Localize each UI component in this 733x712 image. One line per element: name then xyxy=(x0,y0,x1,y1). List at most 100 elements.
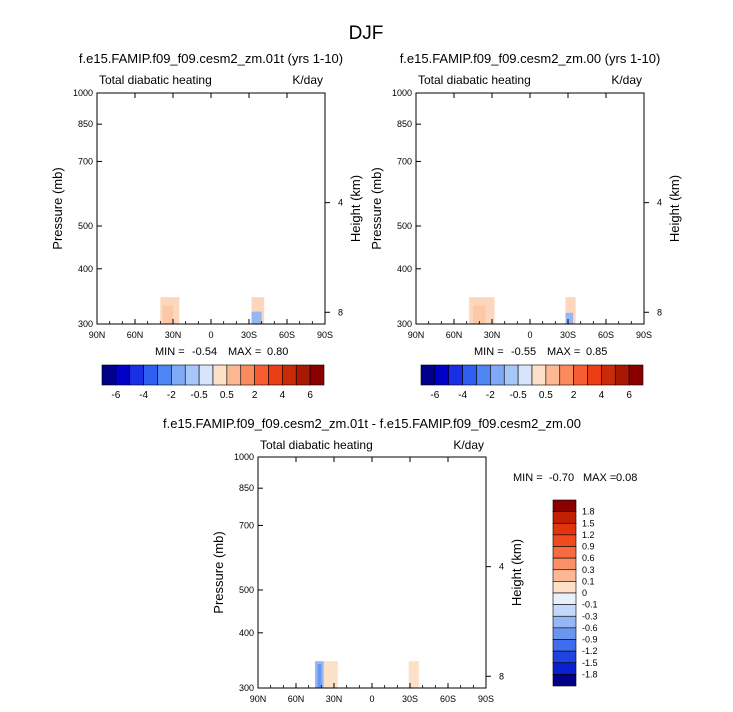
colorbar-box xyxy=(476,364,491,386)
panel-subtitle: Total diabatic heating xyxy=(418,73,531,87)
min-label: MIN = xyxy=(474,346,504,358)
panel-title: f.e15.FAMIP.f09_f09.cesm2_zm.00 (yrs 1-1… xyxy=(400,51,661,66)
y-axis-label-right: Height (km) xyxy=(667,175,682,242)
colorbar-box xyxy=(268,364,283,386)
height-tick-label: 4 xyxy=(499,562,504,572)
colorbar-box xyxy=(552,499,577,512)
max-label: MAX = xyxy=(583,472,616,484)
y-tick-label: 850 xyxy=(239,483,254,493)
colorbar-box xyxy=(552,662,577,675)
x-tick-label: 0 xyxy=(208,330,213,340)
height-tick-label: 8 xyxy=(657,307,662,317)
colorbar-box xyxy=(552,627,577,640)
colorbar-box xyxy=(545,364,561,386)
colorbar-box xyxy=(552,546,577,559)
heat-patch xyxy=(408,661,419,688)
colorbar-label: 0 xyxy=(582,588,587,598)
panel-2: f.e15.FAMIP.f09_f09.cesm2_zm.00 (yrs 1-1… xyxy=(369,51,682,401)
x-tick-label: 60N xyxy=(446,330,463,340)
x-tick-label: 30S xyxy=(241,330,257,340)
colorbar-box xyxy=(115,364,131,386)
colorbar-label: -0.1 xyxy=(582,600,598,610)
colorbar-box xyxy=(552,604,577,617)
colorbar-label: -4 xyxy=(458,390,467,401)
heat-patch xyxy=(473,305,486,324)
y-axis-label: Pressure (mb) xyxy=(369,167,384,249)
y-tick-label: 400 xyxy=(78,264,93,274)
colorbar-box xyxy=(198,364,214,386)
colorbar-box xyxy=(309,364,325,386)
min-label: MIN = xyxy=(513,472,543,484)
max-value: 0.85 xyxy=(586,346,607,358)
panel-subtitle: Total diabatic heating xyxy=(99,73,212,87)
colorbar-box xyxy=(462,364,477,386)
x-tick-label: 90S xyxy=(478,694,494,704)
colorbar-box xyxy=(614,364,630,386)
colorbar-label: 0.6 xyxy=(582,553,595,563)
colorbar-label: 0.5 xyxy=(539,390,553,401)
colorbar-box xyxy=(254,364,269,386)
y-tick-label: 500 xyxy=(239,585,254,595)
panel-3: f.e15.FAMIP.f09_f09.cesm2_zm.01t - f.e15… xyxy=(163,416,637,704)
x-tick-label: 60S xyxy=(279,330,295,340)
colorbar-label: -0.5 xyxy=(510,390,528,401)
colorbar-box xyxy=(552,674,577,687)
y-tick-label: 300 xyxy=(397,319,412,329)
panel-1: f.e15.FAMIP.f09_f09.cesm2_zm.01t (yrs 1-… xyxy=(50,51,363,401)
y-tick-label: 500 xyxy=(78,221,93,231)
colorbar-label: -1.8 xyxy=(582,669,598,679)
x-tick-label: 60S xyxy=(598,330,614,340)
y-axis-label: Pressure (mb) xyxy=(211,531,226,613)
colorbar-label: 6 xyxy=(626,390,632,401)
x-tick-label: 30N xyxy=(484,330,501,340)
y-tick-label: 500 xyxy=(397,221,412,231)
colorbar: -6 -4 -2 -0.5 0.5 2 4 6 xyxy=(101,364,325,401)
colorbar-box xyxy=(552,615,577,629)
colorbar-label: 0.5 xyxy=(220,390,234,401)
plot-area xyxy=(97,93,325,324)
x-tick-label: 60N xyxy=(288,694,305,704)
colorbar-label: -1.5 xyxy=(582,658,598,668)
max-value: 0.80 xyxy=(267,346,288,358)
colorbar-label: 2 xyxy=(252,390,258,401)
colorbar-box xyxy=(129,364,144,386)
colorbar-box xyxy=(587,364,602,386)
heat-patch xyxy=(323,661,338,688)
plot-area xyxy=(258,457,486,688)
colorbar-box xyxy=(552,639,577,652)
height-tick-label: 8 xyxy=(338,307,343,317)
colorbar-box xyxy=(552,511,577,524)
y-axis-label-right: Height (km) xyxy=(348,175,363,242)
x-tick-label: 0 xyxy=(369,694,374,704)
x-tick-label: 30N xyxy=(326,694,343,704)
figure-title: DJF xyxy=(349,23,384,44)
colorbar-box xyxy=(531,364,547,386)
y-tick-label: 1000 xyxy=(392,88,412,98)
colorbar-label: 2 xyxy=(571,390,577,401)
y-axis-label: Pressure (mb) xyxy=(50,167,65,249)
x-tick-label: 30S xyxy=(402,694,418,704)
heat-patch xyxy=(317,663,322,688)
x-tick-label: 90N xyxy=(89,330,106,340)
colorbar-label: -6 xyxy=(111,390,120,401)
max-label: MAX = xyxy=(547,346,580,358)
height-tick-label: 4 xyxy=(338,198,343,208)
colorbar-box xyxy=(282,364,297,386)
colorbar-box xyxy=(552,557,577,571)
panel-subtitle: Total diabatic heating xyxy=(260,438,373,452)
colorbar-box xyxy=(517,364,533,386)
heat-patch xyxy=(162,305,173,324)
colorbar-box xyxy=(295,364,311,386)
colorbar-box xyxy=(503,364,519,386)
colorbar-box xyxy=(448,364,463,386)
y-tick-label: 1000 xyxy=(234,452,254,462)
colorbar-label: 0.9 xyxy=(582,542,595,552)
colorbar-box xyxy=(184,364,200,386)
y-tick-label: 300 xyxy=(239,683,254,693)
colorbar: -6 -4 -2 -0.5 0.5 2 4 6 xyxy=(420,364,644,401)
colorbar-box xyxy=(171,364,186,386)
panel-units: K/day xyxy=(292,73,323,87)
colorbar-label: 4 xyxy=(599,390,605,401)
colorbar-box xyxy=(552,650,577,664)
